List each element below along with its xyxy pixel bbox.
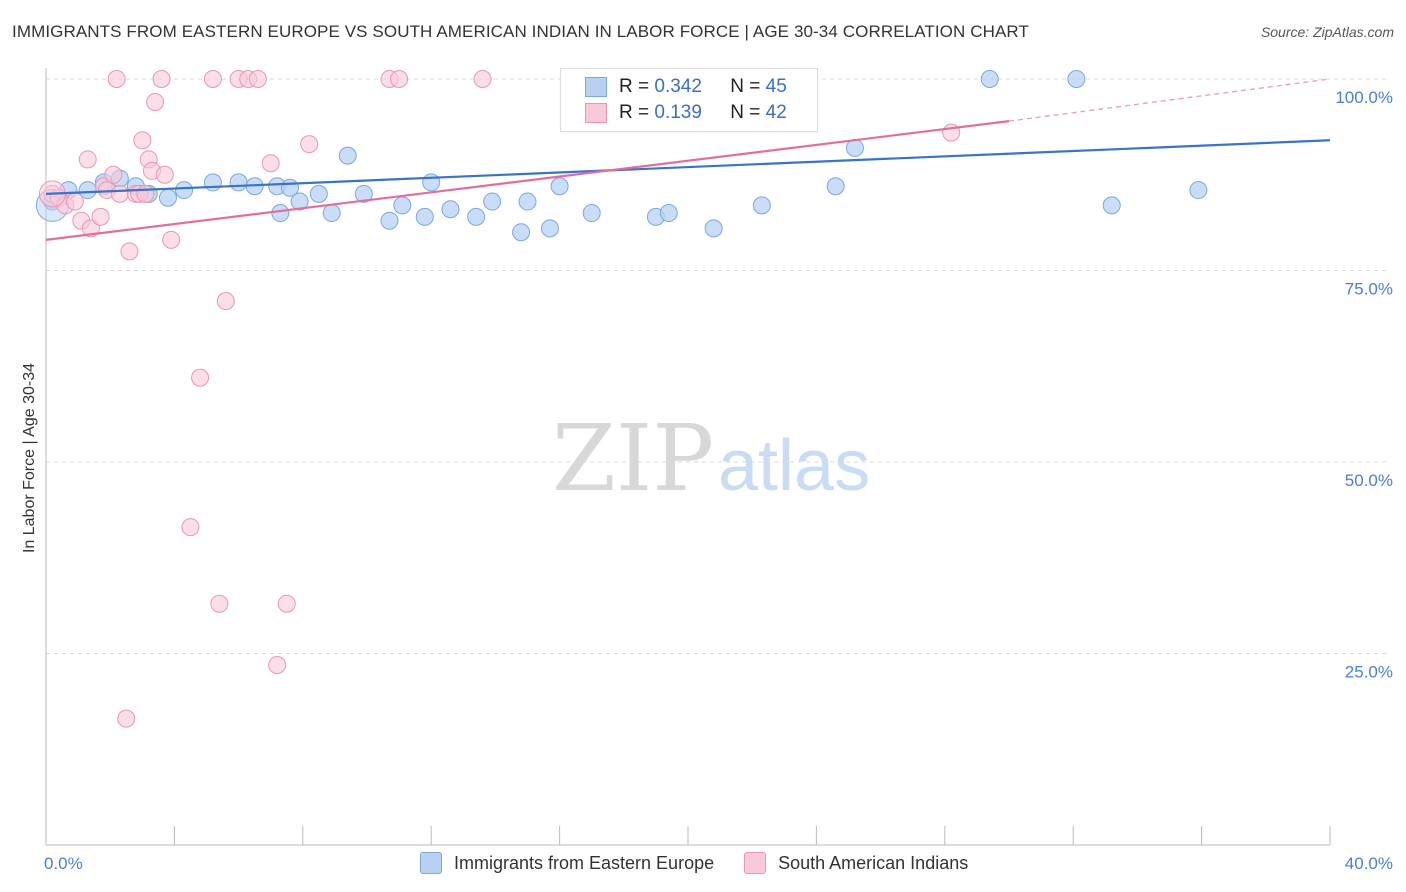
legend-item-blue[interactable]: Immigrants from Eastern Europe xyxy=(420,852,714,874)
chart-title: IMMIGRANTS FROM EASTERN EUROPE VS SOUTH … xyxy=(12,22,1029,41)
legend-swatch-blue xyxy=(420,852,442,874)
trend-line-pink xyxy=(45,120,1010,241)
axes xyxy=(45,68,1331,846)
stats-row-blue: R = 0.342 N = 45 xyxy=(585,76,787,98)
data-point-blue xyxy=(290,192,309,211)
legend-label-blue: Immigrants from Eastern Europe xyxy=(454,852,715,873)
data-point-pink xyxy=(268,655,287,674)
data-point-blue xyxy=(704,219,723,238)
watermark: ZIP atlas xyxy=(552,405,870,512)
legend: Immigrants from Eastern Europe South Ame… xyxy=(420,852,968,874)
data-point-blue xyxy=(393,196,412,215)
data-point-blue xyxy=(229,173,248,192)
data-point-pink xyxy=(162,230,181,249)
data-point-blue xyxy=(752,196,771,215)
data-point-pink xyxy=(300,135,319,154)
data-point-pink xyxy=(203,70,222,88)
data-point-blue xyxy=(1102,196,1121,215)
data-point-pink xyxy=(78,150,97,169)
data-point-blue xyxy=(422,173,441,192)
data-point-pink xyxy=(146,92,165,111)
stats-n-label: N = xyxy=(730,76,761,97)
data-point-pink xyxy=(261,154,280,173)
stats-r-value-pink: 0.139 xyxy=(654,102,702,123)
watermark-zip: ZIP xyxy=(552,405,714,512)
trend-lines xyxy=(45,78,1331,241)
x-tick-label-max: 40.0% xyxy=(1345,854,1393,873)
data-point-blue xyxy=(518,192,537,211)
data-point-pink xyxy=(65,192,84,211)
data-point-pink xyxy=(155,165,174,184)
legend-item-pink[interactable]: South American Indians xyxy=(744,852,968,874)
stats-n-value-pink: 42 xyxy=(765,102,787,123)
data-point-pink xyxy=(110,184,129,203)
y-tick-label: 75.0% xyxy=(1345,280,1393,299)
data-point-blue xyxy=(467,207,486,226)
data-point-pink xyxy=(81,219,100,238)
data-point-pink xyxy=(136,184,155,203)
data-point-pink xyxy=(191,368,210,387)
data-point-blue xyxy=(845,138,864,157)
data-point-pink xyxy=(133,131,152,150)
stats-n-value-blue: 45 xyxy=(765,76,787,97)
data-point-blue xyxy=(338,146,357,165)
data-point-pink xyxy=(117,709,136,728)
data-point-pink xyxy=(152,70,171,88)
stats-r-label: R = xyxy=(619,76,650,97)
data-point-blue xyxy=(483,192,502,211)
grid-lines xyxy=(46,78,1390,654)
stats-n-label: N = xyxy=(730,102,761,123)
data-point-blue xyxy=(659,204,678,223)
data-point-blue xyxy=(582,204,601,223)
data-point-pink xyxy=(473,70,492,88)
source-label: Source: ZipAtlas.com xyxy=(1260,24,1394,40)
data-point-blue xyxy=(175,181,194,200)
data-point-pink xyxy=(91,207,110,226)
data-point-blue xyxy=(1189,181,1208,200)
stats-r-value-blue: 0.342 xyxy=(654,76,702,97)
data-point-pink xyxy=(248,70,267,88)
stats-row-pink: R = 0.139 N = 42 xyxy=(585,102,787,124)
data-point-pink xyxy=(107,70,126,88)
stats-swatch-blue xyxy=(585,77,607,97)
data-point-pink xyxy=(104,165,123,184)
data-point-pink xyxy=(181,518,200,537)
x-tick-label-min: 0.0% xyxy=(44,854,83,873)
trend-line-pink-extension xyxy=(1008,78,1331,122)
data-point-blue xyxy=(512,223,531,242)
tick-labels: 25.0% 50.0% 75.0% 100.0% 0.0% 40.0% xyxy=(44,88,1393,873)
data-point-blue xyxy=(354,184,373,203)
trend-line-blue xyxy=(45,139,1331,195)
data-point-blue xyxy=(380,211,399,230)
data-point-blue xyxy=(415,207,434,226)
stats-r-label: R = xyxy=(619,102,650,123)
legend-swatch-pink xyxy=(744,852,767,874)
data-point-pink xyxy=(216,292,235,311)
data-point-blue xyxy=(203,173,222,192)
watermark-atlas: atlas xyxy=(718,426,870,506)
data-point-blue xyxy=(1067,70,1086,88)
data-point-pink xyxy=(120,242,139,261)
stats-box: R = 0.342 N = 45 R = 0.139 N = 42 xyxy=(560,68,818,132)
y-axis-label: In Labor Force | Age 30-34 xyxy=(21,363,38,553)
y-tick-label: 50.0% xyxy=(1345,471,1393,490)
data-point-blue xyxy=(980,70,999,88)
data-point-blue xyxy=(158,188,177,207)
data-point-pink xyxy=(277,594,296,613)
stats-swatch-pink xyxy=(585,103,607,123)
data-point-blue xyxy=(309,184,328,203)
data-point-blue xyxy=(322,204,341,223)
series-pink-points xyxy=(38,70,961,728)
data-point-blue xyxy=(826,177,845,196)
data-point-blue xyxy=(441,200,460,219)
data-point-pink xyxy=(390,70,409,88)
data-point-blue xyxy=(271,204,290,223)
data-point-blue xyxy=(550,177,569,196)
data-point-pink xyxy=(210,594,229,613)
data-point-blue xyxy=(540,219,559,238)
legend-label-pink: South American Indians xyxy=(778,852,969,873)
y-tick-label: 25.0% xyxy=(1345,663,1393,682)
y-tick-label: 100.0% xyxy=(1335,88,1393,107)
